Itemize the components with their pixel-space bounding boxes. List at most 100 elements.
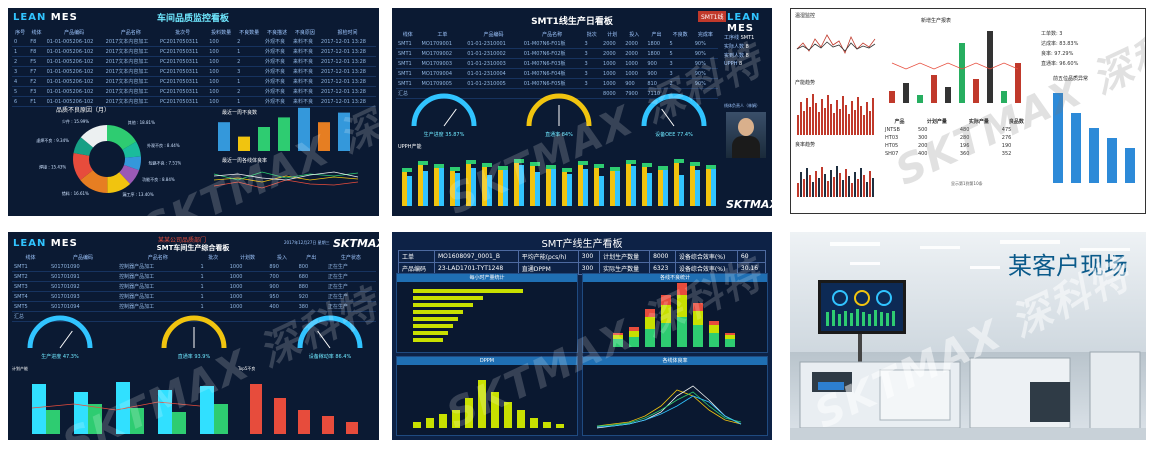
- capacity-bar: [860, 106, 862, 135]
- table-cell: HT03: [885, 135, 899, 141]
- table-cell: 1000: [601, 58, 624, 69]
- table-row: 5 F3 01-01-005206-102 2017文本内容加工 PC201705031…: [12, 86, 376, 97]
- info-value: 8: [745, 53, 749, 59]
- production-table: 产品 计划产量 实际产量 良品数 JNTSB 500 480 475 HT03 300 280 27…: [883, 117, 1033, 158]
- table-cell: 2017文本内容加工: [103, 66, 158, 77]
- capacity-bar: [32, 384, 46, 434]
- production-report-title: 新增生产报表: [921, 18, 952, 24]
- table-cell: 01-M07N6-F01板: [521, 39, 583, 49]
- bar: [482, 163, 492, 167]
- table-cell: PC2017050311: [157, 37, 208, 47]
- table-cell: PC2017050311: [157, 66, 208, 77]
- table-row: 0 F8 01-01-005206-102 2017文本内容加工 PC201705031…: [12, 37, 376, 47]
- table-cell: PC2017050311: [157, 76, 208, 87]
- table-cell: 2000: [601, 48, 624, 59]
- defect-stack-segment: [661, 295, 671, 305]
- table-cell: [117, 311, 199, 322]
- table-cell: 01-M07N6-F04板: [521, 68, 583, 79]
- report-dashboard-panel: 温湿监控 产能趋势 良率趋势 新增生产报表 产品 计划产量 实际产量 良品数 JNTS…: [790, 8, 1146, 214]
- table-cell: 1: [235, 76, 264, 87]
- top5-quality-bar-chart: [1053, 93, 1135, 183]
- bar: [455, 173, 460, 206]
- defect-stack-segment: [693, 325, 703, 347]
- capacity-bar: [797, 115, 799, 135]
- table-cell: 01-M07N6-F05板: [521, 78, 583, 89]
- column-header: 生产状态: [340, 255, 361, 261]
- info-key: UPPH: [724, 61, 740, 67]
- capacity-bar: [863, 115, 865, 135]
- yield-bar: [800, 172, 802, 197]
- dppm-bar: [543, 422, 551, 428]
- table-cell: 280: [959, 135, 970, 141]
- defect-stack-segment: [629, 331, 639, 337]
- defect-stack-segment: [645, 329, 655, 347]
- pager-info: 显示第1到第10条: [951, 181, 983, 186]
- site-title: 某客户现场: [1008, 252, 1128, 280]
- bar: [418, 161, 428, 165]
- lean-mes-logo: LEAN MES: [13, 12, 78, 23]
- table-cell: 2017-12-01 13:28: [318, 46, 376, 57]
- table-cell: MO1608097_0001_B: [433, 250, 519, 263]
- capacity-bar: [116, 382, 130, 434]
- table-cell: 90%: [692, 58, 718, 69]
- total-row: 汇总: [12, 311, 376, 322]
- yield-bar: [806, 168, 808, 197]
- bar: [450, 167, 460, 171]
- table-cell: 2000: [623, 39, 646, 49]
- table-cell: S01701092: [49, 281, 118, 292]
- donut-title: 品质不良原因（月）: [56, 107, 111, 114]
- production-bar: [959, 43, 965, 103]
- gauge-group: 生产进度 35.87% 直通率 84% 设备OEE 77.4%: [411, 93, 707, 138]
- info-key: 实际人数: [724, 44, 746, 50]
- bar: [487, 175, 492, 206]
- capacity-bar: [74, 392, 88, 434]
- defect-stats-section: 各线不良统计: [582, 273, 768, 353]
- hourly-bar: [413, 289, 523, 293]
- defect-stack-segment: [677, 295, 687, 317]
- defect-stack-segment: [613, 333, 623, 335]
- defect-stacked-chart: [613, 283, 735, 347]
- donut-label: 短路不良 : 7.51%: [149, 159, 182, 165]
- bar: [498, 166, 508, 170]
- table-cell: 5: [667, 48, 693, 59]
- table-cell: 0: [12, 37, 29, 47]
- column-header: 线体: [25, 255, 36, 261]
- yield-series-line: [213, 171, 359, 181]
- sktmax-brand: SKTMAX: [726, 198, 772, 211]
- defect-donut-chart: 其他 : 18.81% 外观不良 : 8.44% 短路不良 : 7.51% 功能不良 …: [36, 118, 182, 197]
- line-info-side: 工序线 SMT1 实际人数 8 实到人数 8 UPPH 8: [724, 32, 770, 69]
- column-header: 线体: [31, 30, 42, 36]
- table-cell: 01-01-005206-102: [44, 86, 104, 97]
- defect-stack-segment: [709, 321, 719, 325]
- table-cell: 90%: [692, 68, 718, 79]
- customer-site-photo: 某客户现场 SKTMAX 深科特: [790, 232, 1146, 440]
- page-title: 车间品质监控看板: [156, 14, 229, 24]
- table-cell: SMT1: [396, 48, 420, 59]
- table-cell: 1: [198, 301, 228, 312]
- table-cell: 3: [667, 58, 693, 69]
- table-cell: 1: [235, 96, 264, 107]
- bar: [594, 164, 604, 168]
- bar: [338, 112, 350, 151]
- bar: [658, 166, 668, 170]
- table-cell: 100: [207, 56, 236, 67]
- table-row: 4 F2 01-01-005206-102 2017文本内容加工 PC201705031…: [12, 76, 376, 87]
- table-cell: 900: [267, 281, 297, 292]
- bar: [407, 176, 412, 206]
- table-cell: S01701091: [49, 271, 118, 282]
- table-cell: [296, 311, 326, 322]
- bar: [434, 164, 444, 168]
- table-cell: 汇总: [12, 311, 49, 322]
- table-cell: 4: [12, 76, 29, 87]
- table-cell: 800: [296, 262, 326, 272]
- plan-capacity-title: 计划产能: [12, 366, 28, 371]
- column-header: 产品名称: [120, 30, 141, 36]
- column-header: 不良数: [672, 32, 688, 38]
- summary-stat: 工单数: 3: [1041, 31, 1063, 37]
- table-cell: 900: [645, 68, 668, 79]
- bar: [583, 169, 588, 206]
- bar: [679, 175, 684, 206]
- table-cell: 汇总: [396, 88, 420, 99]
- temperature-line: [796, 34, 876, 54]
- capacity-bar: [812, 94, 814, 135]
